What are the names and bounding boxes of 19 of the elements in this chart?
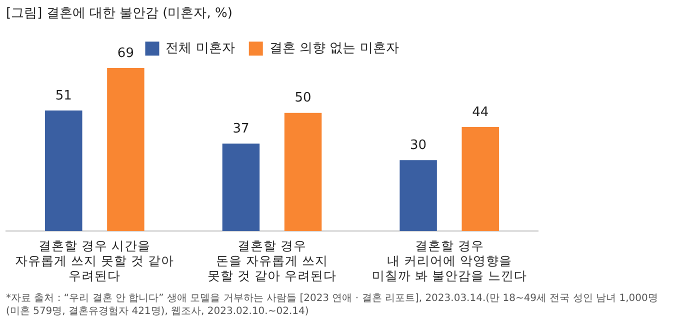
chart-title: [그림] 결혼에 대한 불안감 (미혼자, %) bbox=[6, 6, 232, 22]
bar bbox=[462, 127, 499, 231]
text: *자료 출처 : “우리 결혼 안 합니다” 생애 모델을 거부하는 사람들 [2023 연애 · 결혼 리포트], 2023.03.14.(만 18~49세 전국 성인 남녀 1,000명(미혼 579명, 결혼유경험자 421명), 웹조사, 2023.02.10.~02.14) bbox=[6, 292, 659, 318]
data-label: 50 bbox=[294, 90, 312, 106]
bar bbox=[45, 110, 82, 231]
bar bbox=[400, 160, 437, 231]
x-tick-label: 결혼할 경우 시간을 자유롭게 쓰지 못할 것 같아 우려된다 bbox=[15, 238, 174, 283]
data-label: 51 bbox=[55, 88, 72, 104]
bar bbox=[222, 144, 260, 231]
data-label: 30 bbox=[410, 138, 427, 153]
data-label: 44 bbox=[472, 104, 489, 120]
x-tick-label: 결혼할 경우 돈을 자유롭게 쓰지 못할 것 같아 우려된다 bbox=[208, 238, 336, 283]
bar bbox=[107, 68, 144, 231]
x-tick-label: 결혼할 경우 내 커리어에 악영향을 미칠까 봐 불안감을 느낀다 bbox=[372, 238, 527, 283]
data-label: 69 bbox=[117, 46, 134, 61]
legend-label: 전체 미혼자 bbox=[166, 40, 235, 56]
bar bbox=[284, 112, 322, 231]
legend-label: 결혼 의향 없는 미혼자 bbox=[269, 40, 399, 56]
data-label: 37 bbox=[232, 121, 250, 136]
